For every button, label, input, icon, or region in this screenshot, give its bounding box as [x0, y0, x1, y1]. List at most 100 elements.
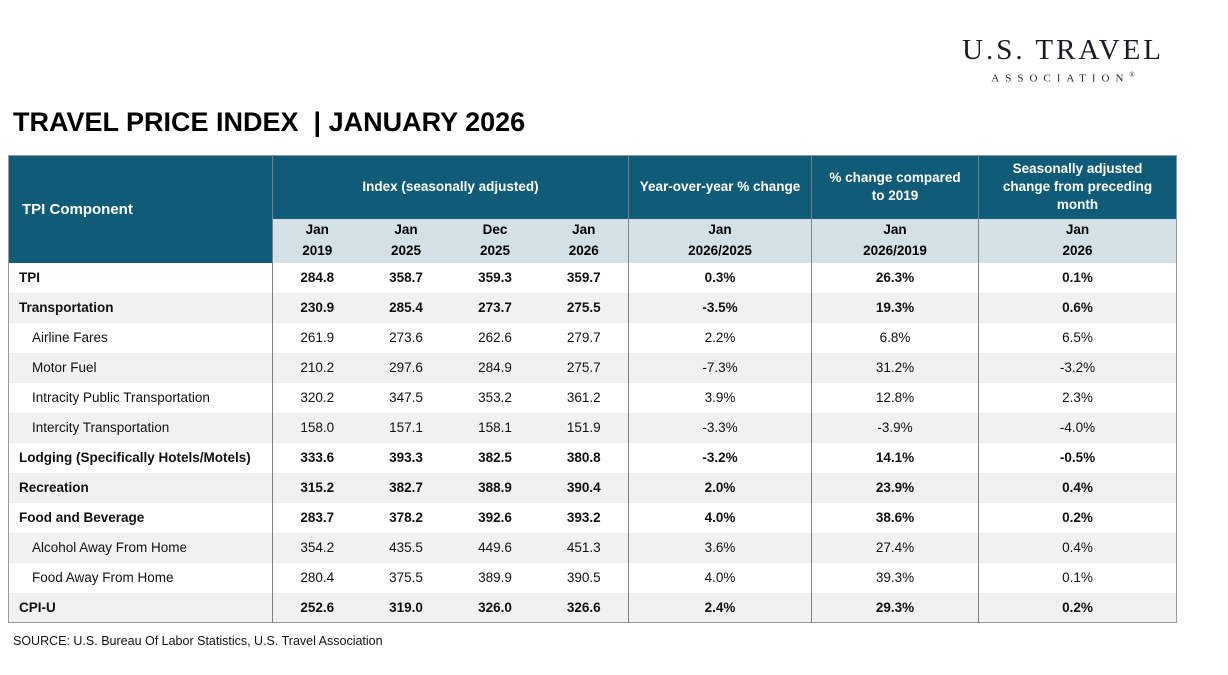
value-cell: 0.2% [978, 502, 1177, 533]
value-cell: 3.9% [628, 382, 812, 413]
value-cell: 0.1% [978, 562, 1177, 593]
value-cell: 0.1% [978, 262, 1177, 293]
value-cell: -3.2% [628, 442, 812, 473]
value-cell: 353.2 [478, 390, 512, 406]
value-cell: 19.3% [811, 292, 979, 323]
table-row: Motor Fuel 210.2 297.6 284.9 275.7 -7.3% 31.2%… [8, 352, 1177, 383]
subheader-cell: Jan 2026 [978, 218, 1177, 263]
value-cell: 393.2 [566, 510, 601, 526]
table-row: TPI 284.8 358.7 359.3 359.7 0.3% 26.3% 0.1% [9, 262, 1177, 293]
value-cell: 2.3% [978, 382, 1177, 413]
subheader-year: 2026 [1062, 242, 1093, 258]
subheader-year: 2026 [568, 242, 599, 258]
table-row: CPI-U 252.6 319.0 326.0 326.6 2.4% 29.3% 0.2% [8, 592, 1177, 623]
component-label: Motor Fuel [32, 360, 97, 376]
table-row: Recreation 315.2 382.7 388.9 390.4 2.0% 23.9% 0… [8, 472, 1177, 503]
value-cell: 375.5 [389, 570, 423, 586]
value-cell: 380.8 [566, 450, 601, 466]
value-cell: 0.3% [628, 262, 812, 293]
table-row: Intercity Transportation 158.0 157.1 158.1 1… [8, 412, 1177, 443]
value-cell: 273.6 [389, 330, 423, 346]
value-cell: 326.0 [478, 599, 512, 615]
component-label: CPI-U [19, 599, 56, 615]
value-cell: 326.6 [566, 599, 601, 615]
subheader-cell: Jan 2026/2025 [628, 218, 812, 263]
component-label: Alcohol Away From Home [32, 540, 188, 556]
subheader-cell: Jan 2026 [539, 218, 629, 263]
subheader-month: Jan [305, 222, 329, 238]
component-label: Transportation [19, 300, 114, 316]
value-cell: 319.0 [389, 599, 423, 615]
subheader-year: 2026/2019 [863, 242, 927, 258]
travel-price-index-table: TPI Component Index (seasonally adjusted)… [8, 155, 1177, 624]
value-cell: 0.4% [978, 472, 1177, 503]
value-cell: 3.6% [628, 532, 812, 563]
component-column-header: TPI Component [8, 155, 273, 263]
value-cell: 359.3 [478, 270, 512, 286]
value-cell: 273.7 [478, 300, 512, 316]
value-cell: 284.8 [272, 262, 362, 293]
value-cell: 390.4 [566, 480, 601, 496]
source-note: SOURCE: U.S. Bureau Of Labor Statistics,… [13, 634, 383, 648]
subheader-year: 2025 [479, 242, 511, 258]
value-cell: 285.4 [389, 300, 423, 316]
component-label: TPI [19, 270, 41, 286]
subheader-cell: Jan 2026/2019 [811, 218, 979, 263]
value-cell: 378.2 [389, 510, 423, 526]
value-cell: -3.5% [628, 292, 812, 323]
value-cell: 279.7 [566, 330, 601, 346]
value-cell: 280.4 [272, 562, 362, 593]
value-cell: 297.6 [389, 360, 423, 376]
value-cell: -0.5% [978, 442, 1177, 473]
value-cell: -3.3% [628, 412, 812, 443]
value-cell: -3.9% [811, 412, 979, 443]
component-label: Recreation [19, 480, 89, 496]
value-cell: 31.2% [811, 352, 979, 383]
value-cell: 392.6 [478, 510, 512, 526]
subheader-cell: Dec 2025 [450, 218, 540, 263]
value-cell: 315.2 [272, 472, 362, 503]
table-row: Alcohol Away From Home 354.2 435.5 449.6 451… [8, 532, 1177, 563]
table-row: Transportation 230.9 285.4 273.7 275.5 -3.5% 1… [8, 292, 1177, 323]
value-cell: 230.9 [272, 292, 362, 323]
value-cell: 284.9 [478, 360, 512, 376]
table-row: Lodging (Specifically Hotels/Motels) 333.… [9, 442, 1177, 473]
logo-association-text: ASSOCIATION [991, 72, 1130, 85]
subheader-month: Jan [883, 222, 907, 238]
table-row: Airline Fares 261.9 273.6 262.6 279.7 2.2% 6.8… [9, 322, 1177, 353]
value-cell: 158.0 [272, 412, 362, 443]
value-cell: 14.1% [811, 442, 979, 473]
value-cell: 2.2% [628, 322, 812, 353]
value-cell: 27.4% [811, 532, 979, 563]
value-cell: 389.9 [478, 570, 512, 586]
value-cell: -3.2% [978, 352, 1177, 383]
subheader-year: 2026/2025 [688, 242, 752, 258]
value-cell: 6.5% [978, 322, 1177, 353]
subheader-month: Jan [572, 222, 596, 238]
value-cell: 252.6 [272, 592, 362, 623]
value-cell: 354.2 [272, 532, 362, 563]
value-cell: 2.4% [628, 592, 812, 623]
value-cell: 449.6 [478, 540, 512, 556]
component-label: Intercity Transportation [32, 420, 170, 436]
value-cell: 382.7 [389, 480, 423, 496]
registered-trademark-symbol: ® [1129, 71, 1135, 79]
subheader-cell: Jan 2019 [272, 218, 362, 263]
us-travel-association-logo: U.S. TRAVEL ASSOCIATION® [962, 34, 1164, 85]
subheader-month: Jan [708, 222, 732, 238]
value-cell: 451.3 [566, 540, 601, 556]
table-header: TPI Component Index (seasonally adjusted)… [8, 155, 1177, 263]
value-cell: 23.9% [811, 472, 979, 503]
subheader-year: 2019 [302, 242, 333, 258]
value-cell: 393.3 [389, 450, 423, 466]
value-cell: 38.6% [811, 502, 979, 533]
page-title: TRAVEL PRICE INDEX | JANUARY 2026 [13, 107, 526, 137]
group-header: Seasonally adjusted change from precedin… [978, 155, 1177, 219]
value-cell: 12.8% [811, 382, 979, 413]
value-cell: 361.2 [566, 390, 601, 406]
value-cell: 283.7 [272, 502, 362, 533]
column-subheader-row: Jan 2019 Jan 2025 Dec 2025 Jan 2026 Jan 2026/2025… [9, 218, 1177, 263]
value-cell: -4.0% [978, 412, 1177, 443]
value-cell: 275.7 [566, 360, 601, 376]
value-cell: 261.9 [272, 322, 362, 353]
